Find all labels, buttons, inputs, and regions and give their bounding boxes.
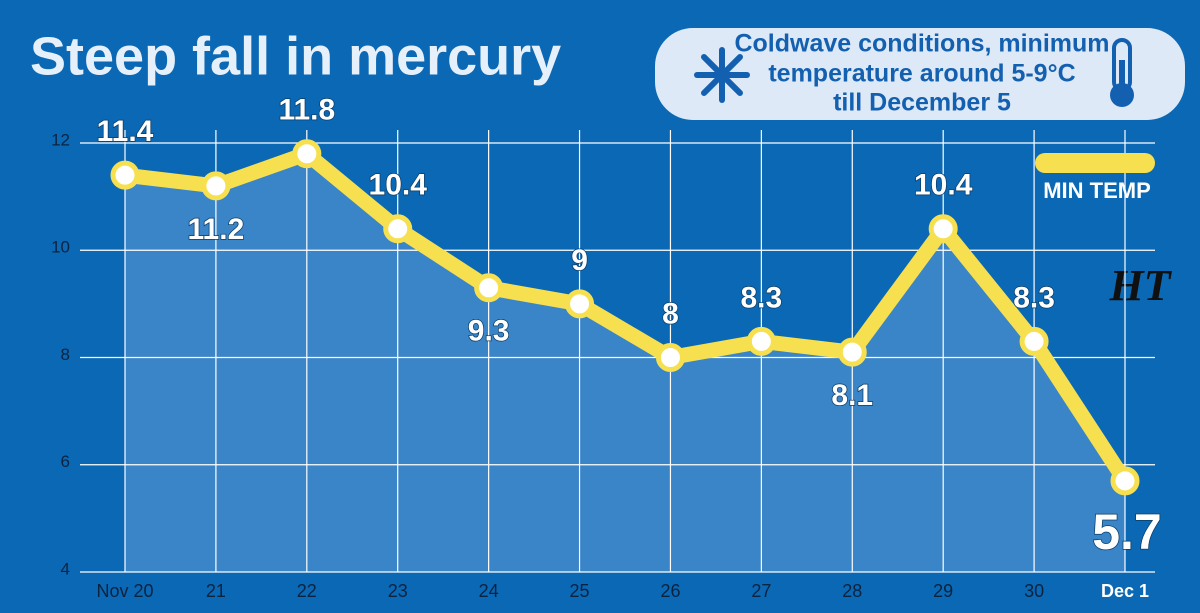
point — [928, 214, 958, 244]
x-tick-label: 30 — [1024, 581, 1044, 601]
x-tick-label: 27 — [751, 581, 771, 601]
point — [474, 273, 504, 303]
data-label: 10.4 — [914, 169, 973, 202]
x-tick-label: 28 — [842, 581, 862, 601]
data-label: 8.3 — [741, 281, 783, 314]
data-label: 11.2 — [188, 213, 245, 246]
y-tick-label: 10 — [51, 238, 70, 257]
y-tick-label: 8 — [61, 345, 70, 364]
data-label: 8.3 — [1013, 281, 1055, 314]
x-tick-label: 22 — [297, 581, 317, 601]
data-label: 9 — [571, 244, 588, 277]
callout-box — [655, 28, 1185, 120]
point — [292, 139, 322, 169]
data-label: 9.3 — [468, 315, 510, 348]
logo: HT — [1108, 261, 1172, 310]
y-tick-label: 4 — [61, 559, 70, 578]
point — [383, 214, 413, 244]
callout-text: Coldwave conditions, minimum — [734, 30, 1109, 58]
x-tick-label: 29 — [933, 581, 953, 601]
x-tick-label: Dec 1 — [1101, 581, 1149, 601]
point — [837, 337, 867, 367]
legend-label: MIN TEMP — [1043, 178, 1151, 203]
x-tick-label: 21 — [206, 581, 226, 601]
point — [655, 343, 685, 372]
point — [201, 171, 231, 201]
data-label: 11.8 — [278, 94, 335, 127]
y-tick-label: 6 — [61, 452, 70, 471]
area — [125, 153, 1125, 572]
line — [124, 146, 1132, 485]
chart-title: Steep fall in mercury — [30, 26, 561, 86]
point — [110, 160, 140, 190]
data-label: 11.4 — [97, 115, 154, 148]
x-tick-label: 25 — [570, 581, 590, 601]
x-tick-label: Nov 20 — [96, 581, 153, 601]
y-tick-label: 12 — [51, 130, 70, 149]
thermometer-icon — [1110, 38, 1134, 107]
snowflake-icon — [694, 47, 750, 103]
data-label: 8.1 — [831, 379, 873, 412]
point — [1110, 466, 1140, 496]
point — [1019, 326, 1049, 356]
point — [746, 326, 776, 356]
callout-text: till December 5 — [833, 89, 1011, 117]
point — [565, 289, 595, 319]
callout-text: temperature around 5-9°C — [768, 60, 1075, 88]
data-label: 8 — [662, 297, 679, 330]
x-tick-label: 23 — [388, 581, 408, 601]
data-label: 10.4 — [369, 169, 428, 202]
x-tick-label: 24 — [479, 581, 499, 601]
data-label: 5.7 — [1092, 504, 1162, 560]
x-tick-label: 26 — [660, 581, 680, 601]
